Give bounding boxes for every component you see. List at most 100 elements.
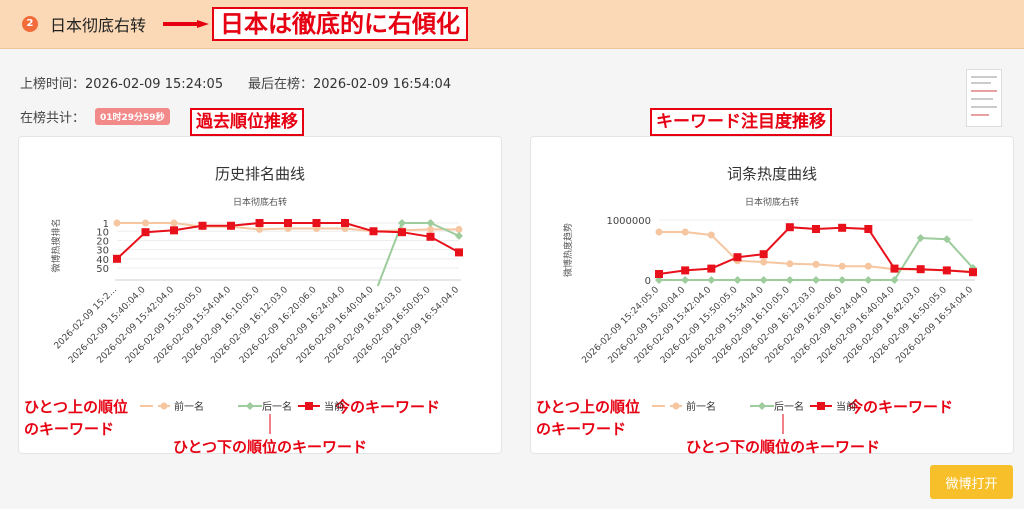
data-point-next[interactable] bbox=[455, 231, 463, 240]
prev-keyword-annotation-2: のキーワード bbox=[24, 420, 115, 438]
data-point-prev[interactable] bbox=[786, 260, 794, 268]
rank-chart-annotation: 過去順位推移 bbox=[190, 108, 304, 136]
legend-next[interactable]: 后一名 bbox=[238, 400, 292, 434]
chart-subtitle: 日本彻底右转 bbox=[232, 198, 287, 208]
data-point-prev[interactable] bbox=[707, 231, 715, 239]
data-point-current[interactable] bbox=[369, 227, 378, 236]
data-point-current[interactable] bbox=[759, 250, 768, 259]
topic-title[interactable]: 日本彻底右转 bbox=[50, 16, 147, 35]
data-point-next[interactable] bbox=[759, 276, 768, 284]
current-keyword-annotation: 今のキーワード bbox=[335, 398, 441, 416]
data-point-current[interactable] bbox=[141, 228, 150, 237]
data-point-next[interactable] bbox=[916, 234, 925, 242]
data-point-current[interactable] bbox=[341, 219, 349, 227]
data-point-next[interactable] bbox=[707, 276, 716, 284]
data-point-current[interactable] bbox=[455, 248, 463, 257]
listed-time: 上榜时间：2026-02-09 15:24:05 bbox=[20, 73, 223, 92]
data-point-prev[interactable] bbox=[864, 262, 872, 270]
total-duration-badge: 01时29分59秒 bbox=[95, 108, 170, 125]
data-point-current[interactable] bbox=[113, 254, 121, 263]
data-point-current[interactable] bbox=[284, 219, 292, 227]
data-point-prev[interactable] bbox=[760, 258, 768, 266]
next-keyword-annotation: ひとつ下の順位のキーワード bbox=[173, 438, 367, 456]
chart-title: 词条热度曲线 bbox=[726, 165, 817, 183]
rank-badge: 2 bbox=[22, 16, 38, 32]
data-point-current[interactable] bbox=[681, 266, 690, 275]
series-line-next bbox=[659, 236, 974, 281]
listed-time-value: 2026-02-09 15:24:05 bbox=[85, 77, 224, 92]
data-point-next[interactable] bbox=[812, 276, 820, 284]
y-tick-label: 1 bbox=[103, 219, 109, 230]
legend-next[interactable]: 后一名 bbox=[750, 400, 804, 434]
data-point-current[interactable] bbox=[785, 223, 794, 232]
data-point-current[interactable] bbox=[312, 219, 321, 227]
next-keyword-annotation: ひとつ下の順位のキーワード bbox=[686, 438, 880, 456]
last-listed-value: 2026-02-09 16:54:04 bbox=[313, 77, 452, 92]
prev-keyword-annotation-2: のキーワード bbox=[536, 420, 627, 438]
data-point-prev[interactable] bbox=[838, 262, 846, 270]
data-point-current[interactable] bbox=[916, 265, 925, 274]
prev-keyword-annotation: ひとつ上の順位 bbox=[536, 398, 640, 416]
data-point-current[interactable] bbox=[426, 232, 435, 241]
data-point-current[interactable] bbox=[890, 264, 899, 273]
data-point-prev[interactable] bbox=[427, 225, 434, 233]
y-tick-label: 0 bbox=[645, 276, 651, 287]
data-point-next[interactable] bbox=[838, 276, 847, 284]
title-annotation: 日本は徹底的に右傾化 bbox=[212, 7, 468, 41]
data-point-prev[interactable] bbox=[113, 219, 121, 227]
data-point-next[interactable] bbox=[864, 276, 873, 284]
post-thumbnail[interactable] bbox=[966, 69, 1002, 127]
data-point-current[interactable] bbox=[812, 225, 820, 233]
data-point-prev[interactable] bbox=[455, 225, 463, 233]
data-point-current[interactable] bbox=[864, 225, 873, 233]
data-point-next[interactable] bbox=[890, 276, 899, 284]
legend-current-label: 当前 bbox=[836, 400, 856, 413]
y-tick-label: 10 bbox=[96, 227, 109, 238]
y-tick-label: 40 bbox=[96, 255, 109, 266]
data-point-prev[interactable] bbox=[142, 219, 149, 227]
legend-prev-label: 前一名 bbox=[686, 400, 716, 413]
data-point-current[interactable] bbox=[942, 266, 951, 275]
data-point-prev[interactable] bbox=[812, 260, 820, 268]
last-listed-time: 最后在榜：2026-02-09 16:54:04 bbox=[248, 73, 451, 92]
heat-chart-annotation: キーワード注目度推移 bbox=[650, 108, 832, 136]
y-tick-label: 50 bbox=[96, 264, 109, 275]
total-duration-label: 在榜共计： bbox=[20, 111, 86, 126]
data-point-next[interactable] bbox=[426, 219, 435, 227]
chart-subtitle: 日本彻底右转 bbox=[744, 198, 799, 208]
arrow-right-icon bbox=[163, 20, 209, 28]
open-weibo-button[interactable]: 微博打开 bbox=[930, 465, 1013, 499]
data-point-current[interactable] bbox=[398, 228, 406, 237]
legend-prev-label: 前一名 bbox=[174, 400, 204, 413]
data-point-next[interactable] bbox=[398, 219, 406, 227]
legend-current-label: 当前 bbox=[324, 400, 344, 413]
legend-prev[interactable]: 前一名 bbox=[652, 400, 716, 413]
data-point-prev[interactable] bbox=[681, 228, 689, 236]
data-point-current[interactable] bbox=[170, 226, 178, 235]
data-point-current[interactable] bbox=[707, 264, 716, 273]
data-point-next[interactable] bbox=[785, 276, 794, 284]
data-point-prev[interactable] bbox=[170, 219, 178, 227]
data-point-current[interactable] bbox=[655, 270, 663, 278]
last-listed-label: 最后在榜： bbox=[248, 77, 314, 92]
data-point-current[interactable] bbox=[733, 253, 742, 262]
legend-overlay: 前一名 后一名 当前 前一名 后一名 当前 bbox=[140, 400, 856, 434]
series-line-next bbox=[376, 222, 460, 287]
data-point-current[interactable] bbox=[969, 268, 977, 277]
data-point-next[interactable] bbox=[733, 276, 742, 284]
data-point-current[interactable] bbox=[227, 221, 235, 230]
data-point-next[interactable] bbox=[942, 235, 951, 244]
legend-current[interactable]: 当前 bbox=[810, 400, 856, 413]
data-point-prev[interactable] bbox=[256, 225, 263, 233]
data-point-current[interactable] bbox=[838, 223, 847, 232]
data-point-prev[interactable] bbox=[655, 228, 663, 236]
legend-prev[interactable]: 前一名 bbox=[140, 400, 204, 413]
legend-current[interactable]: 当前 bbox=[298, 400, 344, 413]
data-point-current[interactable] bbox=[198, 221, 207, 230]
data-point-current[interactable] bbox=[255, 219, 264, 227]
data-point-next[interactable] bbox=[681, 276, 690, 284]
y-tick-label: 30 bbox=[96, 246, 109, 257]
prev-keyword-annotation: ひとつ上の順位 bbox=[24, 398, 128, 416]
y-axis-label: 微博热搜排名 bbox=[50, 218, 62, 272]
